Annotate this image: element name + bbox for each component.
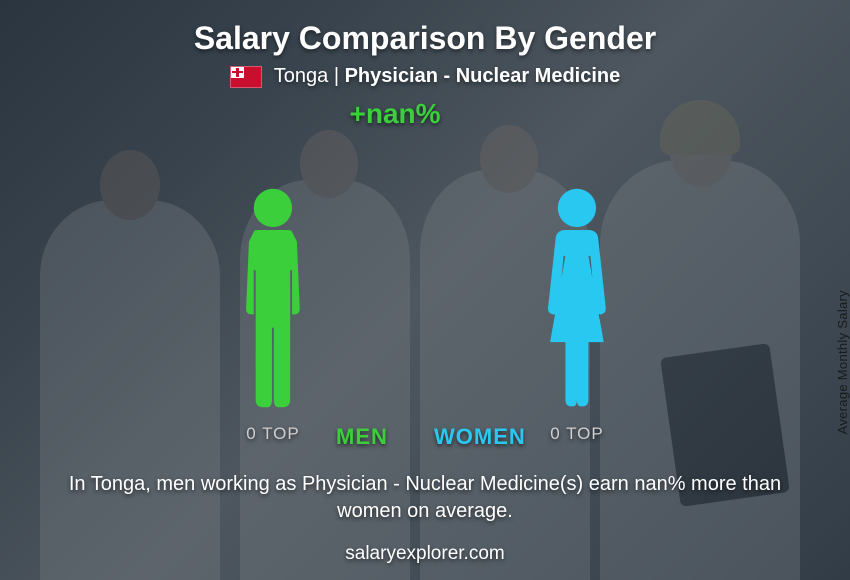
- men-label: MEN: [336, 424, 416, 450]
- separator: |: [334, 65, 339, 87]
- chart-row: [228, 134, 622, 414]
- difference-label: +nan%: [349, 98, 440, 130]
- caption-text: In Tonga, men working as Physician - Nuc…: [65, 471, 785, 525]
- page-title: Salary Comparison By Gender: [194, 20, 656, 57]
- men-figure: [228, 134, 318, 414]
- country-name: Tonga: [274, 65, 329, 87]
- flag-tonga-icon: [230, 66, 262, 88]
- labels-row: 0 TOP MEN WOMEN 0 TOP: [228, 424, 622, 450]
- y-axis-label: Average Monthly Salary: [835, 290, 850, 434]
- women-value-label: 0 TOP: [532, 424, 622, 450]
- subtitle-row: Tonga | Physician - Nuclear Medicine: [230, 65, 620, 88]
- job-title: Physician - Nuclear Medicine: [345, 65, 621, 87]
- content-wrapper: Salary Comparison By Gender Tonga | Phys…: [0, 0, 850, 580]
- subtitle-text: Tonga | Physician - Nuclear Medicine: [274, 65, 620, 88]
- footer-source: salaryexplorer.com: [345, 543, 504, 565]
- chart-area: +nan% 0 TOP: [40, 98, 810, 453]
- female-icon: [529, 184, 625, 414]
- male-icon: [225, 184, 321, 414]
- women-figure: [532, 134, 622, 414]
- women-label: WOMEN: [434, 424, 514, 450]
- men-value-label: 0 TOP: [228, 424, 318, 450]
